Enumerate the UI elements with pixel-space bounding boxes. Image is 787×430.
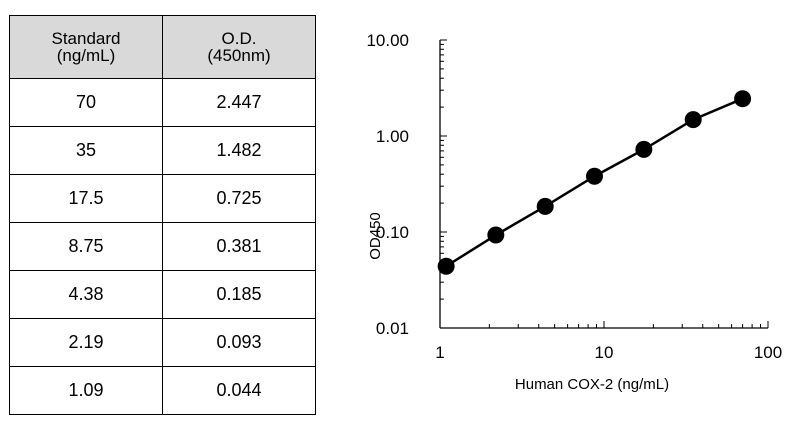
standard-cell: 8.75	[9, 222, 163, 271]
od-cell: 0.185	[162, 270, 316, 319]
y-tick-label: 0.10	[376, 223, 409, 242]
header-od: O.D. (450nm)	[162, 15, 316, 79]
standard-cell: 17.5	[9, 174, 163, 223]
chart-axes	[439, 40, 768, 329]
table-row: 8.75 0.381	[9, 222, 316, 271]
od-cell: 2.447	[162, 78, 316, 127]
od-cell: 0.044	[162, 366, 316, 415]
table-row: 1.09 0.044	[9, 366, 316, 415]
table-row: 70 2.447	[9, 78, 316, 127]
x-tick-label: 100	[754, 343, 782, 362]
data-point	[635, 140, 653, 158]
header-od-line2: (450nm)	[207, 46, 271, 65]
header-standard-line1: Standard	[51, 29, 121, 48]
header-standard-line2: (ng/mL)	[56, 46, 116, 65]
data-point	[585, 167, 603, 185]
y-tick-label: 1.00	[376, 127, 409, 146]
standard-cell: 35	[9, 126, 163, 175]
y-tick-label: 10.00	[366, 31, 409, 50]
x-tick-label: 10	[595, 343, 614, 362]
chart-tick-labels: 1 10 100 0.01 0.10 1.00 10.00	[366, 31, 782, 362]
standard-table: Standard (ng/mL) O.D. (450nm) 70 2.447 3…	[9, 15, 316, 415]
standard-cell: 70	[9, 78, 163, 127]
data-point	[536, 197, 554, 215]
table-header-row: Standard (ng/mL) O.D. (450nm)	[9, 15, 316, 79]
data-point	[734, 90, 752, 108]
data-point	[684, 111, 702, 129]
standard-cell: 1.09	[9, 366, 163, 415]
x-axis-label: Human COX-2 (ng/mL)	[515, 376, 669, 393]
data-point	[487, 226, 505, 244]
y-tick-label: 0.01	[376, 319, 409, 338]
header-standard: Standard (ng/mL)	[9, 15, 163, 79]
header-od-line1: O.D.	[221, 29, 257, 48]
table-row: 17.5 0.725	[9, 174, 316, 223]
y-axis-label: OD450	[367, 212, 384, 260]
od-cell: 0.093	[162, 318, 316, 367]
chart-ticks	[439, 39, 769, 329]
x-tick-label: 1	[435, 343, 444, 362]
table-row: 35 1.482	[9, 126, 316, 175]
standard-cell: 2.19	[9, 318, 163, 367]
od-cell: 1.482	[162, 126, 316, 175]
table-row: 2.19 0.093	[9, 318, 316, 367]
chart-series	[437, 90, 752, 275]
data-point	[437, 257, 455, 275]
